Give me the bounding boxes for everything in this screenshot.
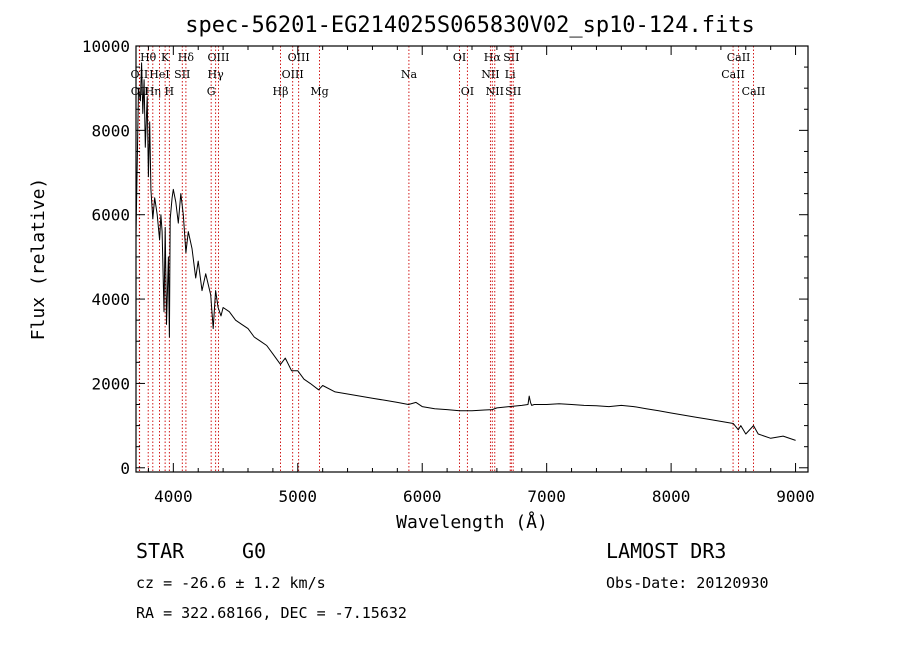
line-marker-label: HeI xyxy=(149,68,169,81)
y-tick-label: 2000 xyxy=(91,374,130,393)
line-marker-label: CaII xyxy=(742,85,766,98)
x-tick-label: 9000 xyxy=(776,487,815,506)
line-marker-label: Hβ xyxy=(273,85,289,98)
series-group xyxy=(135,62,796,441)
line-marker-label: NII xyxy=(481,68,499,81)
survey-name: LAMOST DR3 xyxy=(606,539,726,563)
line-marker-label: G xyxy=(207,85,216,98)
line-marker-label: H xyxy=(165,85,175,98)
chart-title: spec-56201-EG214025S065830V02_sp10-124.f… xyxy=(185,13,755,38)
line-marker-label: OI xyxy=(461,85,474,98)
object-class: STAR xyxy=(136,539,185,563)
line-marker-label: OI xyxy=(453,51,466,64)
line-marker-label: Li xyxy=(505,68,516,81)
line-marker-label: CaII xyxy=(721,68,745,81)
y-tick-label: 0 xyxy=(120,459,130,478)
line-marker-label: SII xyxy=(174,68,190,81)
line-marker-label: OIII xyxy=(207,51,229,64)
x-tick-label: 7000 xyxy=(527,487,566,506)
line-marker-label: Na xyxy=(401,68,418,81)
y-tick-label: 10000 xyxy=(82,37,130,56)
line-marker-label: CaII xyxy=(727,51,751,64)
y-tick-label: 8000 xyxy=(91,121,130,140)
line-marker-label: SII xyxy=(505,85,521,98)
line-marker-label: Hγ xyxy=(208,68,225,81)
x-tick-label: 4000 xyxy=(154,487,193,506)
y-tick-label: 6000 xyxy=(91,206,130,225)
x-axis-label: Wavelength (Å) xyxy=(396,511,548,533)
line-marker-label: Hθ xyxy=(140,51,157,64)
object-subclass: G0 xyxy=(242,539,266,563)
y-tick-label: 4000 xyxy=(91,290,130,309)
x-tick-label: 6000 xyxy=(403,487,442,506)
line-marker-label: K xyxy=(161,51,170,64)
x-axis: 4000 5000 6000 7000 8000 9000 xyxy=(147,46,815,506)
spectrum-line xyxy=(135,62,796,441)
line-marker-label: Hα xyxy=(484,51,502,64)
y-axis: 0 2000 4000 6000 8000 10000 xyxy=(82,37,808,478)
obs-date-text: Obs-Date: 20120930 xyxy=(606,574,769,592)
line-marker-label: Hη xyxy=(145,85,161,98)
redshift-text: cz = -26.6 ± 1.2 km/s xyxy=(136,574,326,592)
x-tick-label: 5000 xyxy=(279,487,318,506)
y-axis-label: Flux (relative) xyxy=(28,178,49,341)
line-marker-label: SII xyxy=(503,51,519,64)
line-marker-label: OIII xyxy=(282,68,304,81)
line-marker-label: NII xyxy=(486,85,504,98)
line-marker-label: Hδ xyxy=(178,51,195,64)
plot-frame xyxy=(135,45,809,473)
x-tick-label: 8000 xyxy=(652,487,691,506)
line-marker-label: OIII xyxy=(288,51,310,64)
coordinates-text: RA = 322.68166, DEC = -7.15632 xyxy=(136,604,407,622)
line-marker-label: Mg xyxy=(310,85,328,98)
